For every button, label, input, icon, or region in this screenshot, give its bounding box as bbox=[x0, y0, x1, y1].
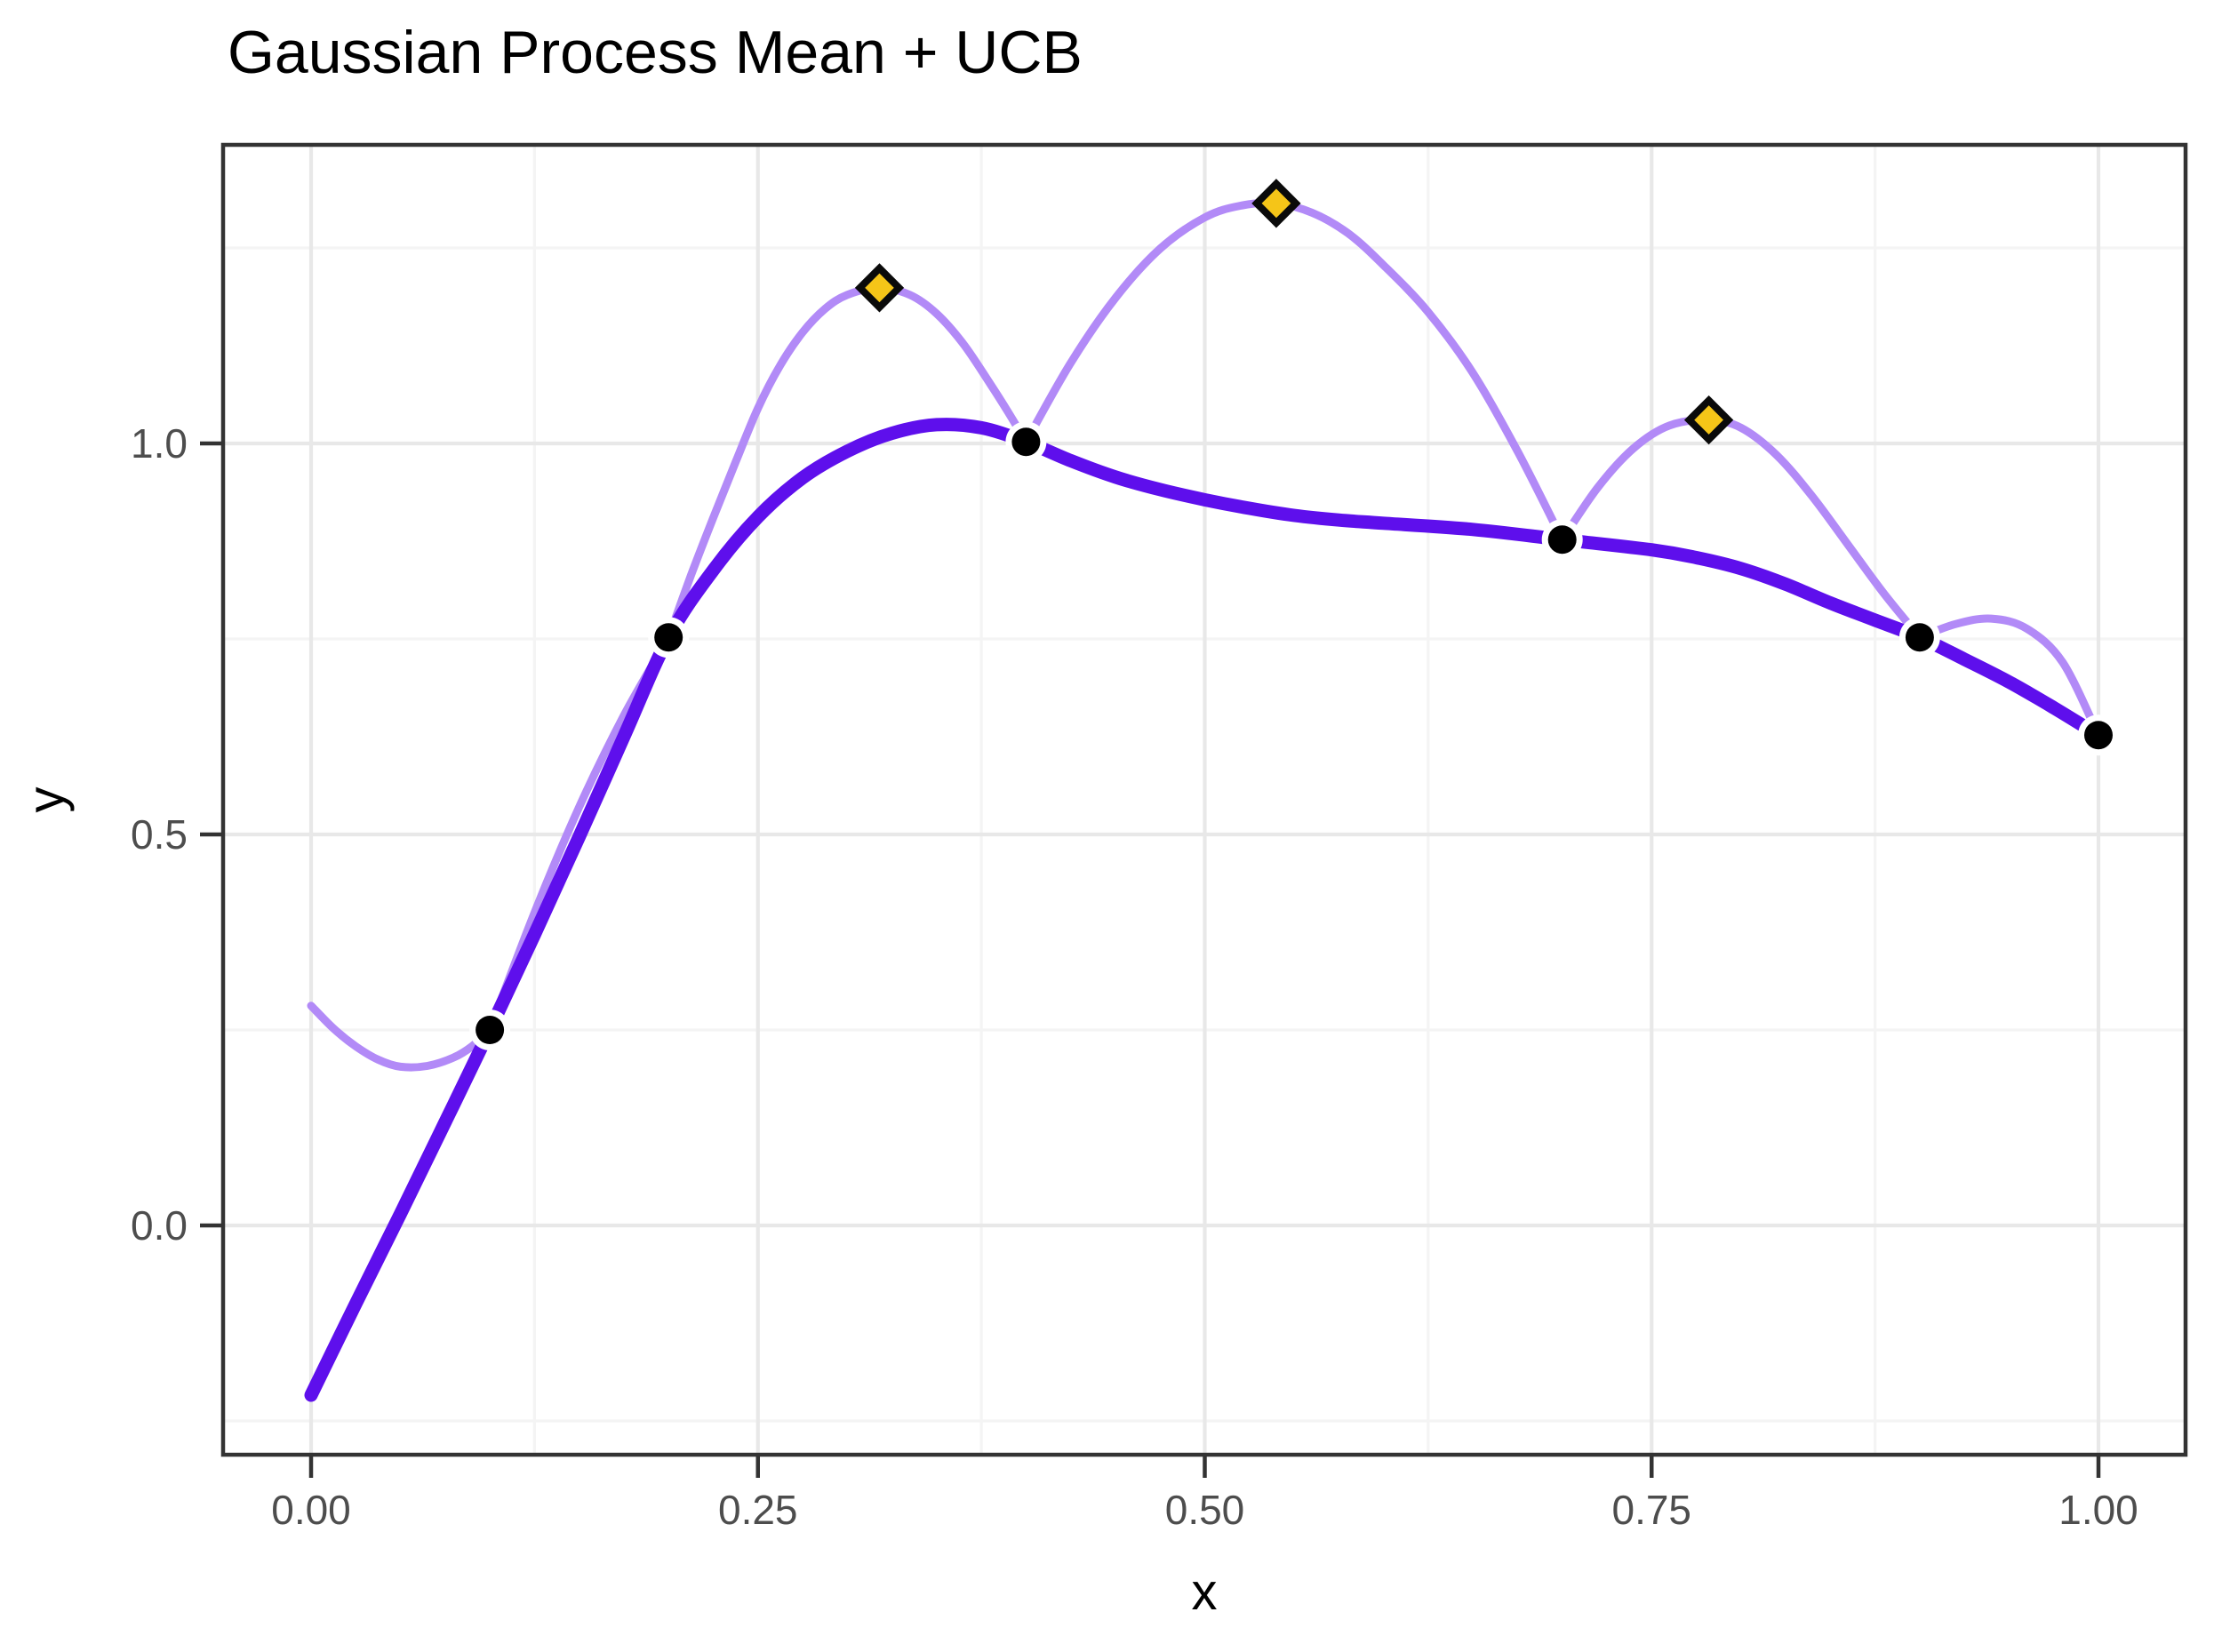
chart-title: Gaussian Process Mean + UCB bbox=[228, 19, 1083, 86]
candidate-diamond bbox=[1251, 179, 1301, 228]
observation-point bbox=[654, 623, 683, 652]
x-tick-label: 0.00 bbox=[271, 1487, 351, 1533]
x-tick-label: 0.75 bbox=[1611, 1487, 1691, 1533]
observation-point bbox=[1547, 525, 1577, 555]
x-tick-label: 0.25 bbox=[718, 1487, 798, 1533]
observation-point bbox=[1011, 427, 1041, 457]
ucb-line bbox=[307, 198, 2103, 1072]
y-tick-label: 0.5 bbox=[131, 811, 188, 858]
x-tick-label: 1.00 bbox=[2058, 1487, 2138, 1533]
x-tick-label: 0.50 bbox=[1165, 1487, 1245, 1533]
observation-point bbox=[1905, 623, 1934, 652]
candidate-diamond bbox=[1683, 395, 1734, 445]
y-tick-label: 0.0 bbox=[131, 1202, 188, 1249]
observation-point bbox=[2084, 721, 2113, 750]
gp-mean-line bbox=[304, 418, 2106, 1402]
candidate-diamond bbox=[854, 263, 905, 313]
y-axis-title: y bbox=[17, 786, 76, 813]
observation-point bbox=[476, 1016, 505, 1044]
y-tick-label: 1.0 bbox=[131, 420, 188, 467]
x-axis-title: x bbox=[1191, 1563, 1218, 1621]
